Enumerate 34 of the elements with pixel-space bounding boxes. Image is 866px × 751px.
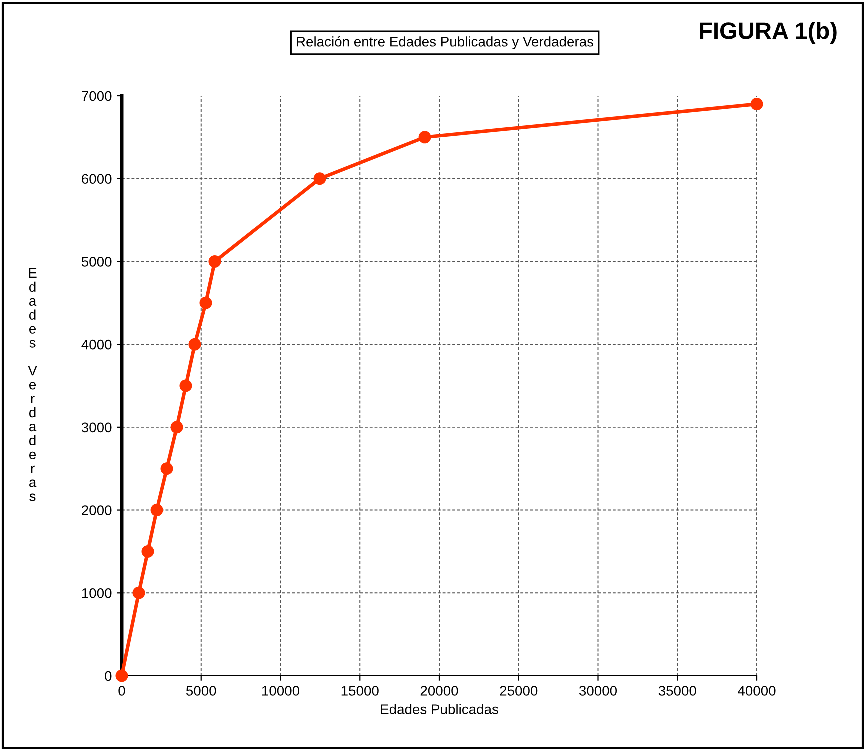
y-tick-label: 5000 xyxy=(82,257,112,267)
text: FIGURA 1(b) xyxy=(700,22,837,44)
x-tick-label: 10000 xyxy=(262,686,300,696)
y-tick-label: 3000 xyxy=(82,422,112,433)
y-tick-label: 2000 xyxy=(82,506,112,516)
x-tick-label: 0 xyxy=(118,686,126,696)
y-tick-label: 0 xyxy=(105,671,112,682)
point xyxy=(160,462,174,476)
chart-title: Relación entre Edades Publicadas y Verdaderas xyxy=(297,36,594,50)
x-tick-label: 25000 xyxy=(500,686,538,696)
text: Edades Verdaderas xyxy=(28,268,38,502)
point xyxy=(750,98,764,111)
point xyxy=(150,504,164,517)
point xyxy=(132,586,146,600)
point xyxy=(116,670,128,682)
x-tick-label: 40000 xyxy=(738,686,776,696)
y-tick-label: 1000 xyxy=(82,588,112,598)
x-axis-title: Edades Publicadas xyxy=(381,704,498,714)
point xyxy=(200,296,212,310)
y-tick-label: 4000 xyxy=(82,340,112,350)
point xyxy=(314,172,326,186)
y-tick-label: 6000 xyxy=(82,174,112,184)
point xyxy=(208,255,222,268)
point xyxy=(142,545,154,558)
point xyxy=(170,421,184,434)
point xyxy=(418,131,432,144)
x-tick-label: 5000 xyxy=(186,686,216,696)
x-tick-label: 20000 xyxy=(420,686,458,696)
x-tick-label: 35000 xyxy=(658,686,696,696)
x-tick-label: 15000 xyxy=(342,686,379,696)
x-tick-label: 30000 xyxy=(579,686,618,696)
point xyxy=(188,338,202,351)
y-tick-label: 7000 xyxy=(82,91,112,102)
point xyxy=(180,380,192,392)
